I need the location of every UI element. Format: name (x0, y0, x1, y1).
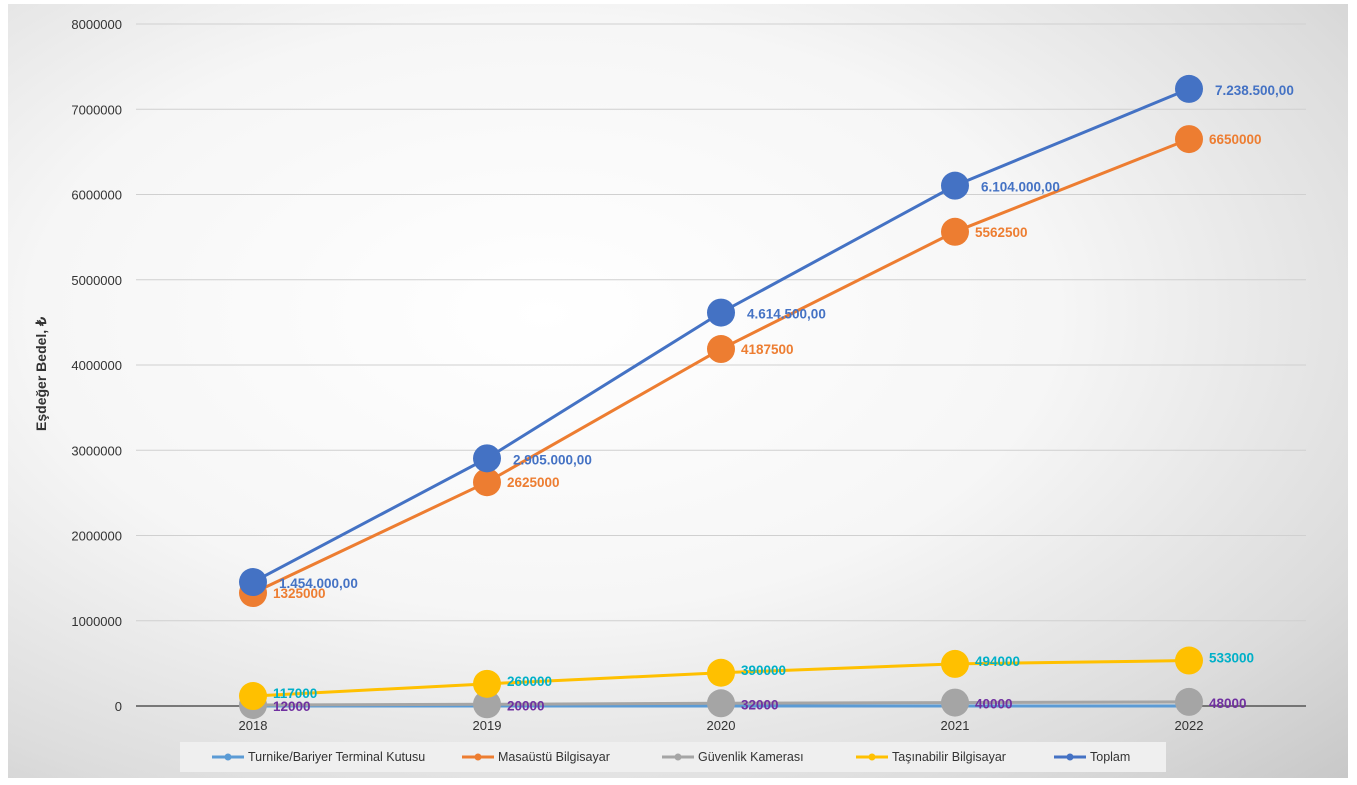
x-tick-label: 2021 (941, 718, 970, 733)
x-tick-label: 2020 (707, 718, 736, 733)
legend-item: Masaüstü Bilgisayar (462, 750, 610, 764)
data-point (707, 335, 735, 364)
data-label: 4.614.500,00 (747, 307, 826, 322)
data-label: 2.905.000,00 (513, 452, 592, 467)
y-axis-ticks: 0 1000000 2000000 3000000 4000000 5000000 6000… (71, 17, 122, 714)
chart-area: 0 1000000 2000000 3000000 4000000 5000000 6000… (8, 4, 1348, 778)
data-point (941, 649, 969, 678)
data-label: 533000 (1209, 651, 1254, 666)
data-label: 5562500 (975, 225, 1028, 240)
legend-item: Toplam (1054, 750, 1130, 764)
y-tick-label: 0 (115, 699, 122, 714)
data-point (941, 688, 969, 717)
data-label: 260000 (507, 674, 552, 689)
x-tick-label: 2022 (1175, 718, 1204, 733)
legend-label: Turnike/Bariyer Terminal Kutusu (248, 750, 425, 764)
legend-marker (474, 753, 482, 761)
x-tick-label: 2018 (239, 718, 268, 733)
data-point (941, 171, 969, 200)
data-point (473, 690, 501, 719)
data-point (1175, 687, 1203, 716)
y-axis-label: Eşdeğer Bedel, ₺ (33, 317, 49, 431)
y-tick-label: 5000000 (71, 273, 122, 288)
data-label: 32000 (741, 697, 779, 712)
y-tick-label: 6000000 (71, 188, 122, 203)
legend-label: Toplam (1090, 750, 1130, 764)
series-lines (239, 74, 1203, 719)
x-axis-ticks: 2018 2019 2020 2021 2022 (239, 718, 1204, 733)
data-label: 494000 (975, 654, 1020, 669)
y-tick-label: 2000000 (71, 529, 122, 544)
data-point (1175, 125, 1203, 154)
data-label: 40000 (975, 697, 1013, 712)
legend-marker (674, 753, 682, 761)
y-tick-label: 8000000 (71, 17, 122, 32)
y-tick-label: 1000000 (71, 614, 122, 629)
data-point (941, 217, 969, 246)
legend-label: Taşınabilir Bilgisayar (892, 750, 1006, 764)
data-label: 12000 (273, 699, 311, 714)
data-point (473, 468, 501, 497)
legend-marker (224, 753, 232, 761)
y-tick-label: 7000000 (71, 102, 122, 117)
data-point (473, 669, 501, 698)
series-Güvenlik Kamerası (239, 687, 1203, 719)
data-label: 20000 (507, 698, 545, 713)
data-point (707, 658, 735, 687)
legend-item: Turnike/Bariyer Terminal Kutusu (212, 750, 425, 764)
legend-marker (868, 753, 876, 761)
series-Toplam (239, 74, 1203, 597)
data-label: 1.454.000,00 (279, 576, 358, 591)
legend-marker (1066, 753, 1074, 761)
data-label: 1325000 (273, 586, 326, 601)
series-line (252, 137, 1190, 595)
data-point (473, 444, 501, 473)
data-label: 48000 (1209, 696, 1247, 711)
line-chart: 0 1000000 2000000 3000000 4000000 5000000 6000… (33, 17, 1306, 772)
data-labels: 12000 20000 32000 40000 48000 117000 260000 390… (273, 83, 1294, 714)
legend-label: Güvenlik Kamerası (698, 750, 804, 764)
data-point (239, 682, 267, 711)
data-label: 6650000 (1209, 132, 1262, 147)
y-tick-label: 3000000 (71, 443, 122, 458)
data-label: 6.104.000,00 (981, 180, 1060, 195)
data-label: 7.238.500,00 (1215, 83, 1294, 98)
y-tick-label: 4000000 (71, 358, 122, 373)
data-label: 2625000 (507, 475, 560, 490)
data-point (707, 689, 735, 718)
x-tick-label: 2019 (473, 718, 502, 733)
data-point (1175, 646, 1203, 675)
legend: Turnike/Bariyer Terminal Kutusu Masaüstü … (180, 742, 1166, 772)
data-label: 4187500 (741, 342, 794, 357)
data-label: 390000 (741, 663, 786, 678)
data-point (239, 568, 267, 597)
data-point (1175, 74, 1203, 103)
gridlines (136, 23, 1306, 707)
series-Taşınabilir Bilgisayar (239, 646, 1203, 711)
data-label: 117000 (273, 686, 317, 701)
legend-item: Taşınabilir Bilgisayar (856, 750, 1006, 764)
series-Masaüstü Bilgisayar (239, 125, 1203, 608)
data-point (707, 298, 735, 327)
legend-label: Masaüstü Bilgisayar (498, 750, 610, 764)
legend-item: Güvenlik Kamerası (662, 750, 804, 764)
